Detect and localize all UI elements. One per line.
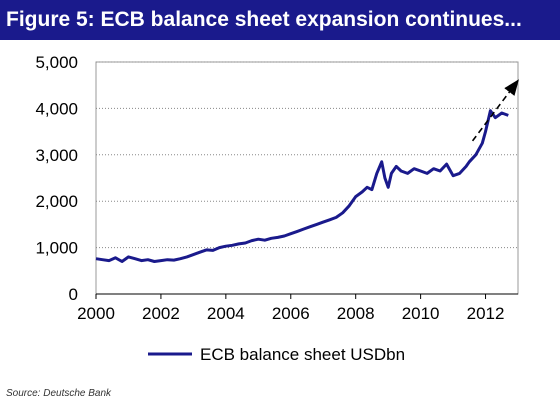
x-axis-tick-marks [95, 294, 487, 299]
x-tick-label: 2004 [207, 304, 245, 323]
gridlines [96, 61, 518, 249]
trend-arrow [471, 79, 519, 142]
x-tick-label: 2010 [402, 304, 440, 323]
y-axis-tick-labels: 0 1,000 2,000 3,000 4,000 5,000 [35, 53, 78, 304]
y-tick-label: 0 [69, 285, 78, 304]
x-tick-label: 2000 [77, 304, 115, 323]
x-tick-label: 2008 [337, 304, 375, 323]
series-line-ecb-balance-sheet [95, 109, 509, 263]
y-tick-label: 5,000 [35, 53, 78, 72]
y-tick-label: 1,000 [35, 239, 78, 258]
x-tick-label: 2006 [272, 304, 310, 323]
legend: ECB balance sheet USDbn [148, 345, 405, 364]
y-tick-label: 3,000 [35, 146, 78, 165]
x-tick-label: 2002 [142, 304, 180, 323]
y-tick-label: 4,000 [35, 99, 78, 118]
figure-title: Figure 5: ECB balance sheet expansion co… [0, 0, 560, 40]
source-note: Source: Deutsche Bank [6, 388, 112, 399]
legend-label: ECB balance sheet USDbn [200, 345, 405, 364]
x-axis-tick-labels: 2000 2002 2004 2006 2008 2010 2012 [77, 304, 504, 323]
y-tick-label: 2,000 [35, 192, 78, 211]
plot-area-frame [95, 61, 519, 295]
x-tick-label: 2012 [467, 304, 505, 323]
